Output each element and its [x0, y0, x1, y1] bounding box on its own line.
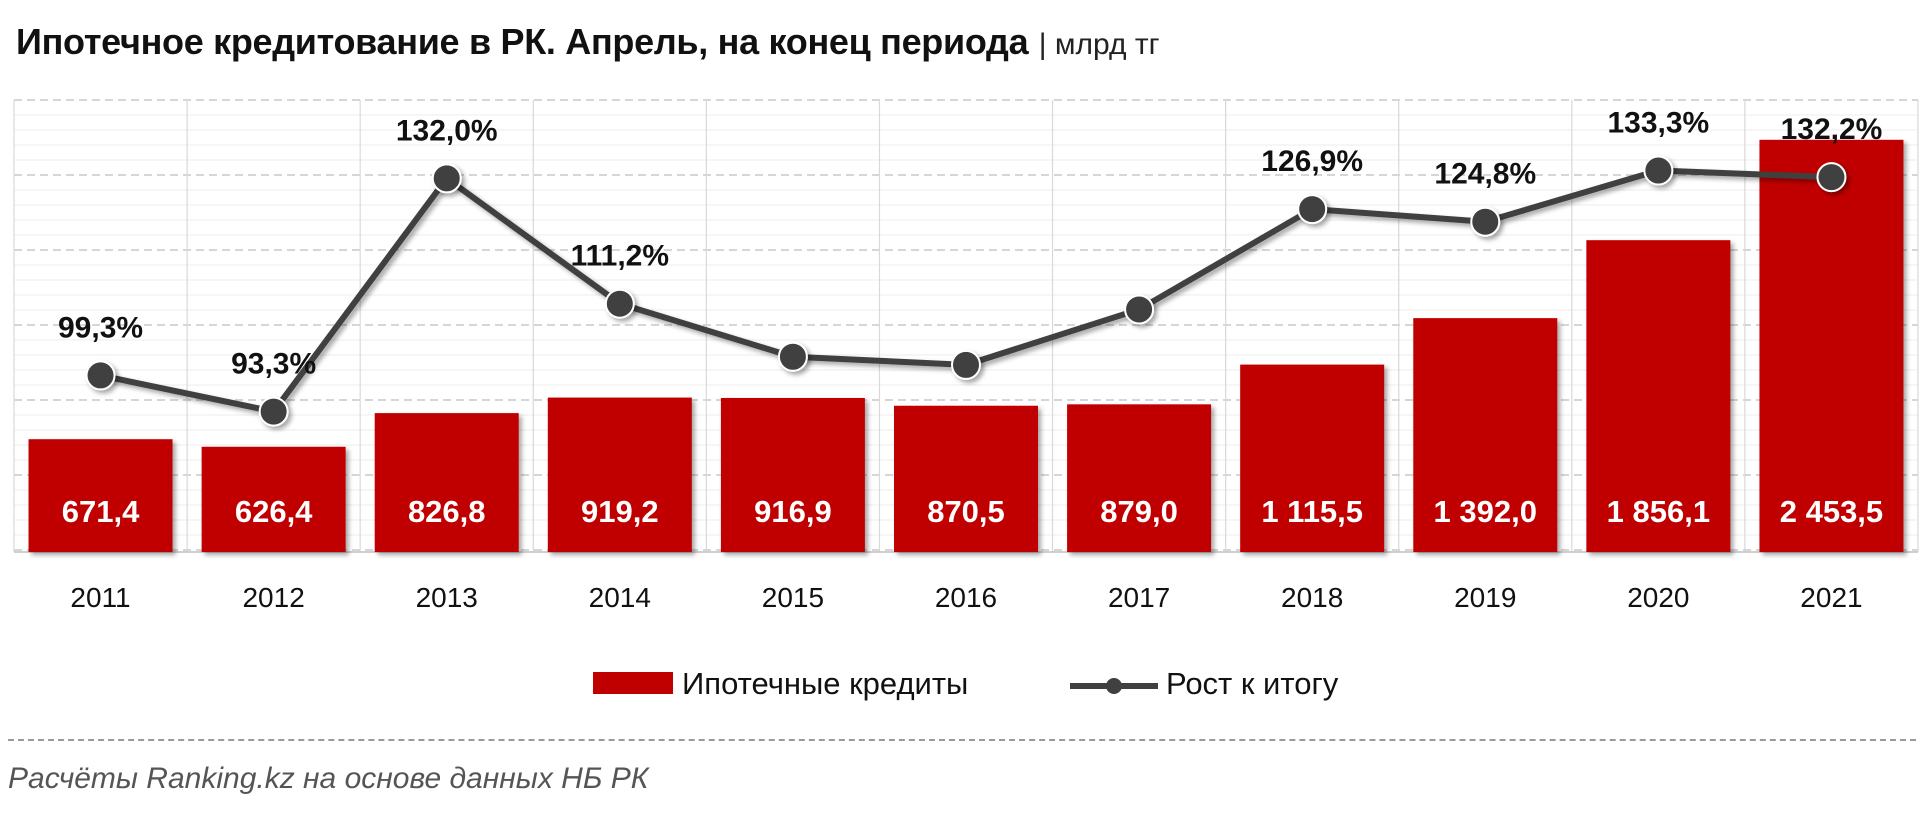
bar-2012 [201, 446, 346, 552]
line-label-2013: 132,0% [396, 114, 498, 147]
line-point-2019 [1470, 206, 1501, 237]
bar-label-2015: 916,9 [754, 494, 832, 529]
x-tick-2012: 2012 [242, 582, 304, 613]
bar-2021 [1759, 139, 1904, 552]
line-series [85, 155, 1847, 427]
source-divider [8, 739, 1916, 741]
x-tick-2017: 2017 [1108, 582, 1170, 613]
line-point-2012 [258, 396, 289, 427]
line-label-2011: 99,3% [58, 311, 143, 344]
bar-2014 [547, 397, 692, 552]
x-tick-2013: 2013 [416, 582, 478, 613]
bar-label-2021: 2 453,5 [1780, 494, 1883, 529]
line-label-2020: 133,3% [1607, 107, 1709, 140]
bar-label-2014: 919,2 [581, 494, 659, 529]
bar-2015 [720, 397, 865, 552]
bar-2020 [1586, 240, 1731, 552]
bar-label-2017: 879,0 [1100, 494, 1178, 529]
bar-label-2011: 671,4 [62, 494, 140, 529]
bar-2016 [894, 405, 1038, 552]
line-data-labels: 99,3% 93,3% 132,0% 111,2% 126,9% 124,8% 133,3%… [58, 107, 1882, 381]
title-main: Ипотечное кредитование в РК. Апрель, на … [16, 21, 1029, 62]
x-tick-2015: 2015 [762, 582, 824, 613]
line-point-2020 [1643, 155, 1674, 186]
x-tick-2016: 2016 [935, 582, 997, 613]
bar-label-2019: 1 392,0 [1434, 494, 1537, 529]
chart-title: Ипотечное кредитование в РК. Апрель, на … [16, 14, 1160, 70]
x-tick-2018: 2018 [1281, 582, 1343, 613]
x-tick-2019: 2019 [1454, 582, 1516, 613]
bar-label-2016: 870,5 [927, 494, 1005, 529]
x-tick-2014: 2014 [589, 582, 651, 613]
legend-label-bar: Ипотечные кредиты [682, 666, 968, 701]
source-note: Расчёты Ranking.kz на основе данных НБ Р… [8, 762, 649, 795]
bar-2019 [1413, 318, 1558, 552]
line-point-2018 [1297, 194, 1328, 225]
line-label-2019: 124,8% [1434, 158, 1536, 191]
line-point-2015 [777, 341, 808, 372]
legend-label-line: Рост к итогу [1166, 666, 1339, 701]
line-point-2011 [85, 360, 116, 391]
bar-label-2012: 626,4 [235, 494, 313, 529]
title-unit: | млрд тг [1038, 28, 1160, 61]
line-point-2021 [1816, 162, 1847, 193]
x-tick-2011: 2011 [70, 582, 130, 613]
line-label-2014: 111,2% [571, 240, 669, 273]
legend-swatch-line-marker [1106, 678, 1122, 694]
bar-label-2013: 826,8 [408, 494, 486, 529]
line-point-2017 [1124, 294, 1155, 325]
bar-label-2018: 1 115,5 [1261, 494, 1363, 529]
x-axis-ticks: 2011 2012 2013 2014 2015 2016 2017 2018 2019 2020… [70, 582, 1862, 613]
line-label-2018: 126,9% [1261, 145, 1363, 178]
bar-2013 [374, 413, 519, 552]
bar-series [28, 139, 1904, 552]
legend: Ипотечные кредиты Рост к итогу [593, 666, 1339, 701]
line-label-2012: 93,3% [231, 348, 316, 381]
line-point-2016 [951, 349, 981, 380]
x-tick-2021: 2021 [1800, 582, 1862, 613]
line-point-2014 [604, 288, 635, 319]
bar-2011 [28, 439, 173, 552]
bar-label-2020: 1 856,1 [1607, 494, 1710, 529]
x-tick-2020: 2020 [1627, 582, 1689, 613]
bar-2017 [1067, 404, 1212, 552]
line-point-2013 [431, 163, 462, 194]
bar-data-labels: 671,4 626,4 826,8 919,2 916,9 870,5 879,0 1 115… [62, 494, 1883, 529]
chart: 671,4 626,4 826,8 919,2 916,9 870,5 879,0 1 115… [13, 99, 1919, 701]
legend-swatch-bar [593, 672, 673, 694]
line-label-2021: 132,2% [1781, 113, 1883, 146]
bar-2018 [1240, 364, 1385, 552]
